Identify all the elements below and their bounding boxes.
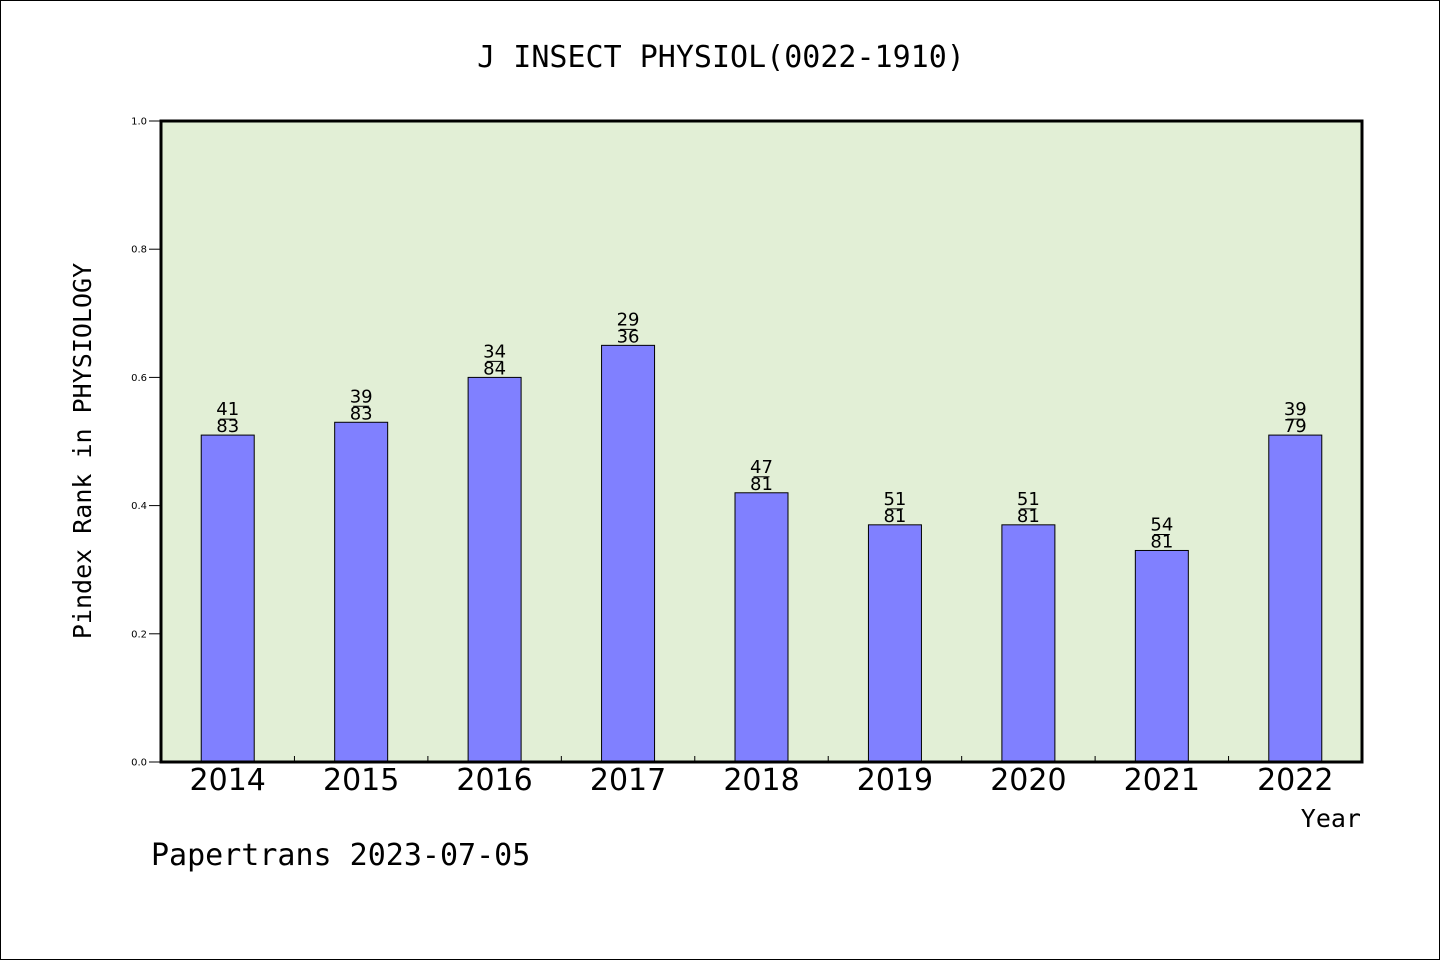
bar-label-top: 29: [617, 309, 640, 330]
y-tick-label: 0.2: [131, 629, 147, 640]
x-tick-label: 2019: [857, 763, 933, 798]
bar-2015: [334, 421, 389, 763]
bar-2014: [200, 434, 255, 763]
bar-label-top: 47: [750, 457, 773, 478]
bar-label-top: 39: [350, 386, 373, 407]
y-tick-label: 0.4: [131, 501, 147, 512]
bar-2018: [734, 492, 789, 763]
bar-label-bottom: 81: [750, 474, 773, 495]
x-tick-label: 2021: [1124, 763, 1200, 798]
x-tick-label: 2018: [723, 763, 799, 798]
y-tick-label: 0.0: [131, 758, 147, 769]
bar-2022: [1268, 434, 1323, 763]
bar-label-top: 54: [1150, 514, 1173, 535]
bar-2016: [467, 376, 522, 763]
x-tick-label: 2017: [590, 763, 666, 798]
bar-label-top: 51: [1017, 489, 1040, 510]
x-axis: 2014 2015 2016 2017 2018 2019 2020 2021 2022: [190, 756, 1333, 798]
footer-credit: Papertrans 2023-07-05: [151, 838, 530, 873]
y-tick-label: 1.0: [131, 117, 147, 128]
y-tick-label: 0.6: [131, 373, 147, 384]
x-tick-label: 2020: [990, 763, 1066, 798]
bar-label-bottom: 83: [216, 416, 239, 437]
bar-2017: [601, 344, 656, 763]
bars-group: [200, 344, 1323, 763]
plot-border: [159, 119, 1364, 764]
bar-label-bottom: 84: [483, 358, 506, 379]
y-axis-label: Pindex Rank in PHYSIOLOGY: [68, 263, 97, 639]
chart-title: J INSECT PHYSIOL(0022-1910): [477, 40, 965, 75]
bar-2020: [1001, 524, 1056, 763]
bar-label-bottom: 79: [1284, 416, 1307, 437]
bar-label-bottom: 83: [350, 403, 373, 424]
y-axis: 0.0 0.2 0.4 0.6 0.8 1.0: [131, 117, 161, 769]
bar-label-top: 51: [883, 489, 906, 510]
bar-label-bottom: 81: [1150, 531, 1173, 552]
x-tick-label: 2016: [456, 763, 532, 798]
x-tick-label: 2022: [1257, 763, 1333, 798]
bar-label-top: 41: [216, 399, 239, 420]
bar-label-bottom: 81: [1017, 506, 1040, 527]
bar-label-top: 34: [483, 341, 506, 362]
bar-2019: [867, 524, 922, 763]
bar-label-bottom: 81: [883, 506, 906, 527]
x-tick-label: 2015: [323, 763, 399, 798]
x-tick-label: 2014: [190, 763, 266, 798]
bar-2021: [1134, 549, 1189, 763]
bar-label-top: 39: [1284, 399, 1307, 420]
bar-label-bottom: 36: [617, 326, 640, 347]
x-axis-label: Year: [1301, 804, 1361, 833]
y-tick-label: 0.8: [131, 245, 147, 256]
